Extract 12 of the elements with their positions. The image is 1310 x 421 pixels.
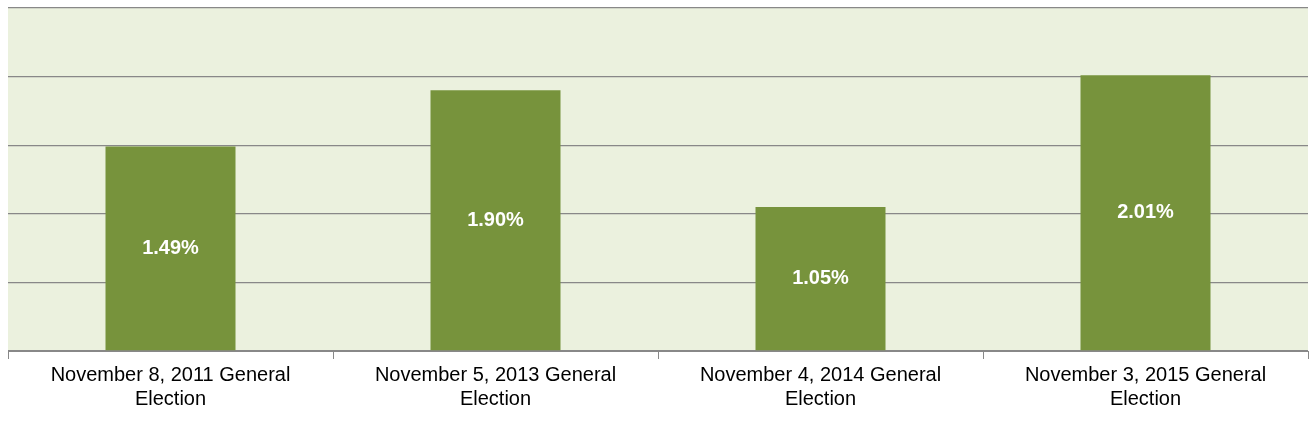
x-tick-label: November 3, 2015 General Election: [1024, 362, 1267, 409]
bar: [1080, 75, 1211, 351]
x-tick-label: November 5, 2013 General Election: [374, 362, 617, 409]
bar: [105, 146, 236, 351]
x-tick-label: November 8, 2011 General Election: [50, 362, 291, 409]
bar: [755, 206, 886, 351]
bar: [430, 90, 561, 351]
data-label: 1.05%: [792, 266, 850, 289]
data-label: 1.49%: [142, 235, 200, 258]
x-tick-label: November 4, 2014 General Election: [699, 362, 942, 409]
data-label: 1.90%: [467, 207, 525, 230]
data-label: 2.01%: [1117, 200, 1175, 223]
